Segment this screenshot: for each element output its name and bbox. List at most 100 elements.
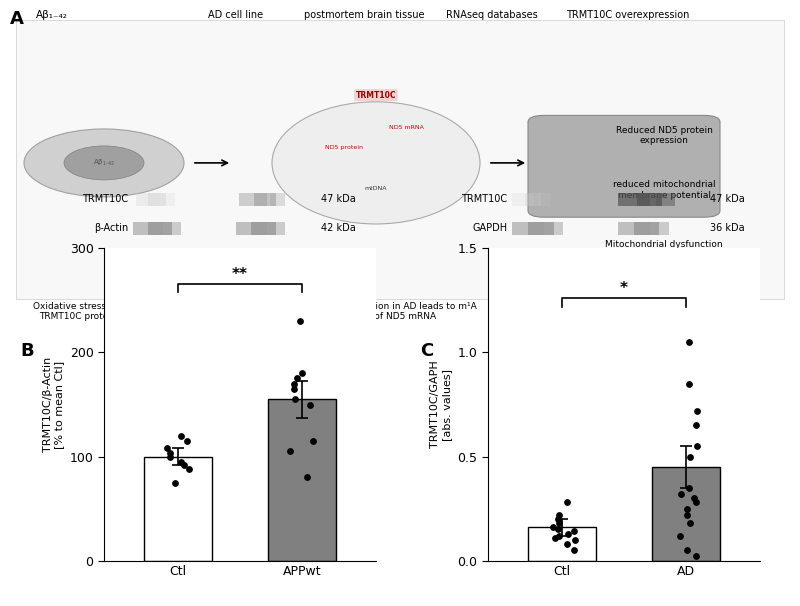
Bar [268, 399, 336, 561]
Circle shape [64, 146, 144, 180]
Text: β-Actin: β-Actin [94, 223, 128, 233]
Ellipse shape [272, 102, 480, 224]
Point [681, 504, 694, 513]
Text: TRMT10C: TRMT10C [356, 90, 396, 99]
Point [561, 498, 574, 507]
Text: Aβ₁₋₄₂: Aβ₁₋₄₂ [36, 10, 68, 20]
Point [688, 493, 701, 503]
Point [553, 518, 566, 528]
Bar [236, 222, 266, 235]
Point [682, 483, 695, 493]
Point [290, 374, 303, 384]
Point [304, 400, 317, 410]
Point [296, 368, 309, 378]
Text: TRMT10C overexpression in AD leads to m¹A
modification of ND5 mRNA: TRMT10C overexpression in AD leads to m¹… [275, 302, 477, 321]
Text: TRMT10C: TRMT10C [461, 194, 507, 204]
Point [307, 436, 320, 446]
Point [684, 518, 697, 528]
Point [684, 451, 697, 461]
Bar [163, 222, 182, 235]
Bar [160, 193, 175, 207]
Point [161, 444, 174, 453]
Bar [266, 222, 285, 235]
Text: 47 kDa: 47 kDa [710, 194, 745, 204]
Bar [512, 193, 534, 207]
Bar [512, 222, 544, 235]
Point [287, 379, 300, 388]
Bar [637, 193, 662, 207]
Circle shape [24, 129, 184, 197]
Point [283, 447, 296, 456]
Text: TRMT10C: TRMT10C [82, 194, 128, 204]
Bar [148, 193, 166, 207]
Text: TRMT10C overexpression: TRMT10C overexpression [566, 10, 690, 20]
Text: Reduced ND5 protein
expression: Reduced ND5 protein expression [615, 126, 713, 145]
Bar [525, 193, 541, 207]
Text: ND5 protein: ND5 protein [325, 145, 363, 150]
Bar [652, 467, 720, 561]
Point [301, 473, 314, 482]
Bar [656, 193, 675, 207]
Text: 42 kDa: 42 kDa [322, 223, 356, 233]
Point [174, 457, 187, 467]
Point [690, 406, 703, 416]
Text: RNAseq databases: RNAseq databases [446, 10, 538, 20]
Point [169, 478, 182, 487]
Point [287, 384, 300, 394]
Text: reduced mitochondrial
membrane potential: reduced mitochondrial membrane potential [613, 181, 715, 200]
Text: ND5 mRNA: ND5 mRNA [389, 125, 424, 130]
Point [683, 379, 696, 388]
Point [178, 460, 190, 470]
Point [546, 522, 559, 532]
Text: C: C [420, 342, 434, 361]
Bar [544, 222, 563, 235]
Point [568, 527, 581, 536]
Point [549, 533, 562, 542]
Point [681, 510, 694, 519]
Bar [254, 193, 276, 207]
Text: 36 kDa: 36 kDa [710, 223, 745, 233]
Text: B: B [20, 342, 34, 361]
Bar [528, 527, 596, 561]
Bar [634, 222, 659, 235]
Text: 47 kDa: 47 kDa [322, 194, 356, 204]
Point [163, 451, 176, 461]
Point [294, 316, 306, 326]
Bar [148, 222, 172, 235]
Text: AD cell line: AD cell line [209, 10, 263, 20]
Text: Oxidative stress and Aβ trigger
TRMT10C protein expression: Oxidative stress and Aβ trigger TRMT10C … [34, 302, 174, 321]
Point [552, 531, 565, 541]
Text: mtDNA: mtDNA [365, 186, 387, 191]
Text: Aβ$_{1\text{-}42}$: Aβ$_{1\text{-}42}$ [93, 158, 115, 168]
Bar [239, 193, 266, 207]
Point [689, 421, 702, 430]
Point [568, 535, 581, 545]
Point [562, 528, 574, 538]
Text: GAPDH: GAPDH [472, 223, 507, 233]
Point [288, 395, 301, 404]
Point [689, 498, 702, 507]
Bar [270, 193, 285, 207]
Point [680, 545, 693, 555]
Bar [136, 193, 160, 207]
Text: A: A [10, 10, 23, 28]
Point [183, 464, 196, 474]
Bar [133, 222, 163, 235]
Point [181, 436, 194, 446]
Bar [528, 222, 554, 235]
Point [690, 551, 702, 561]
Text: Mitochondrial dysfunction: Mitochondrial dysfunction [605, 240, 723, 249]
FancyBboxPatch shape [16, 21, 784, 299]
Text: postmortem brain tissue: postmortem brain tissue [304, 10, 424, 20]
Bar [538, 193, 550, 207]
Bar [144, 456, 212, 561]
Point [674, 489, 687, 499]
Bar [251, 222, 276, 235]
Point [682, 337, 695, 347]
Bar [618, 222, 650, 235]
FancyBboxPatch shape [528, 115, 720, 217]
Bar [650, 222, 669, 235]
Y-axis label: TRMT10C/β-Actin
[% to mean Ctl]: TRMT10C/β-Actin [% to mean Ctl] [42, 357, 64, 452]
Bar [618, 193, 650, 207]
Point [673, 531, 686, 541]
